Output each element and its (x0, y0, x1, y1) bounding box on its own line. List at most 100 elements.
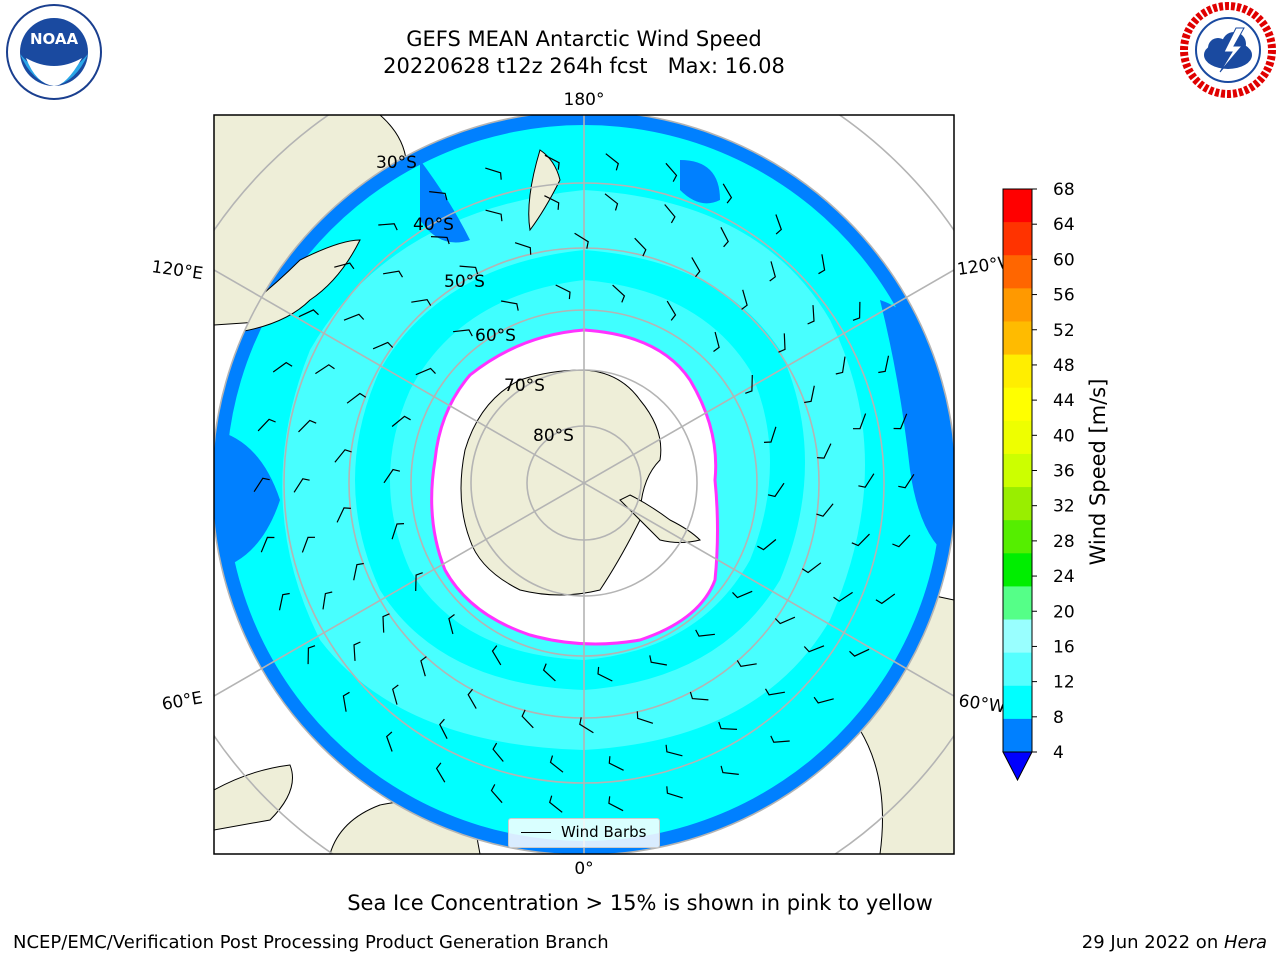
wind-barb (722, 183, 733, 204)
wind-barb (804, 385, 815, 404)
wind-barb (549, 795, 563, 813)
wind-barb (491, 645, 502, 666)
wind-barb (555, 284, 571, 300)
wind-barb (741, 289, 748, 310)
land-madagascar (214, 764, 293, 831)
colorbar-tick-label: 12 (1053, 673, 1075, 693)
wind-barb (774, 616, 796, 625)
wind-barb (521, 709, 534, 729)
colorbar-segment (1003, 255, 1032, 289)
colorbar-tick-label: 56 (1053, 286, 1075, 306)
wind-barb (689, 691, 709, 701)
colorbar-segment (1003, 520, 1032, 554)
colorbar-segment (1003, 321, 1032, 356)
wind-barb (485, 209, 503, 222)
lat-label-30s: 30°S (376, 153, 417, 173)
wind-barb (298, 419, 317, 433)
wind-barb (334, 262, 355, 270)
legend-line-icon (521, 832, 551, 833)
lat-label-60s: 60°S (475, 326, 516, 346)
wind-barb (713, 331, 720, 352)
wind-barb (293, 478, 310, 493)
colorbar-segment (1003, 288, 1032, 322)
wind-barb (385, 731, 393, 752)
wind-barb (544, 154, 560, 170)
wind-barb (579, 717, 594, 734)
wind-barb (898, 473, 915, 489)
lat-label-40s: 40°S (413, 215, 454, 235)
wind-barb (448, 614, 455, 635)
wind-barb (301, 536, 316, 553)
wind-barb (608, 796, 624, 812)
wind-barb (383, 468, 401, 484)
wind-barb (353, 641, 361, 661)
colorbar-segment (1003, 420, 1032, 455)
wind-barb (732, 590, 753, 599)
wind-barb (382, 613, 390, 633)
wind-barb (892, 534, 911, 548)
land-antarctic-peninsula (619, 494, 701, 543)
land-antarctica (460, 369, 662, 596)
wind-barb (769, 261, 776, 282)
colorbar-segment (1003, 189, 1032, 223)
land-new-zealand (528, 149, 561, 232)
wind-barb (372, 341, 394, 350)
colorbar-tick-label: 36 (1053, 462, 1075, 482)
colorbar-tick-label: 44 (1053, 391, 1075, 411)
wind-barb (770, 735, 790, 743)
wind-barb (775, 214, 783, 235)
wind-barb (893, 413, 908, 430)
colorbar-segment (1003, 222, 1032, 256)
lon-label-120e: 120°E (150, 257, 204, 284)
colorbar-tick-label: 52 (1053, 321, 1075, 341)
wind-barb (322, 591, 333, 610)
wind-barb (391, 523, 405, 540)
wind-barb (260, 536, 275, 553)
colorbar-tick-label: 8 (1053, 708, 1064, 728)
wind-barb (549, 755, 564, 773)
wind-barb (720, 765, 739, 775)
wind-barb (849, 648, 870, 657)
wind-barb (485, 167, 502, 180)
wind-barb (307, 645, 316, 665)
wind-barb (803, 645, 825, 653)
wind-barb (542, 663, 556, 682)
wind-barb (816, 503, 834, 517)
wind-barb (763, 426, 777, 443)
wind-barb (391, 415, 411, 427)
lat-label-70s: 70°S (504, 376, 545, 396)
colorbar-segment (1003, 553, 1032, 587)
wind-barb (612, 284, 626, 303)
wind-barb (415, 367, 436, 376)
wind-barb (807, 305, 815, 325)
wind-barb (718, 721, 738, 730)
wind-barb (851, 533, 870, 547)
wind-barb (818, 254, 826, 275)
wind-barb (574, 232, 589, 249)
noaa-logo: NOAA (6, 4, 102, 100)
colorbar-tick-label: 40 (1053, 426, 1075, 446)
wind-barb (664, 204, 676, 224)
wind-barb (343, 313, 365, 321)
wind-barb (420, 656, 427, 677)
wind-barb (278, 592, 290, 611)
legend-label: Wind Barbs (561, 823, 647, 841)
wind-barb (353, 562, 364, 581)
colorbar-tick-label: 20 (1053, 602, 1075, 622)
colorbar-tick-label: 16 (1053, 637, 1075, 657)
nws-logo (1180, 2, 1276, 98)
wind-barb (257, 418, 276, 432)
colorbar-tick-label: 48 (1053, 356, 1075, 376)
wind-barb (666, 300, 677, 321)
colorbar-tick-label: 64 (1053, 215, 1075, 235)
wind-barb (608, 756, 624, 771)
wind-barbs-legend: Wind Barbs (508, 818, 660, 848)
wind-barb (378, 223, 398, 231)
wind-barb (500, 300, 519, 311)
lat-label-80s: 80°S (533, 426, 574, 446)
wind-barb (383, 270, 404, 278)
wind-barb (411, 298, 432, 306)
wind-barb (695, 629, 715, 637)
wind-barb (429, 191, 448, 201)
wind-barb (813, 696, 834, 704)
